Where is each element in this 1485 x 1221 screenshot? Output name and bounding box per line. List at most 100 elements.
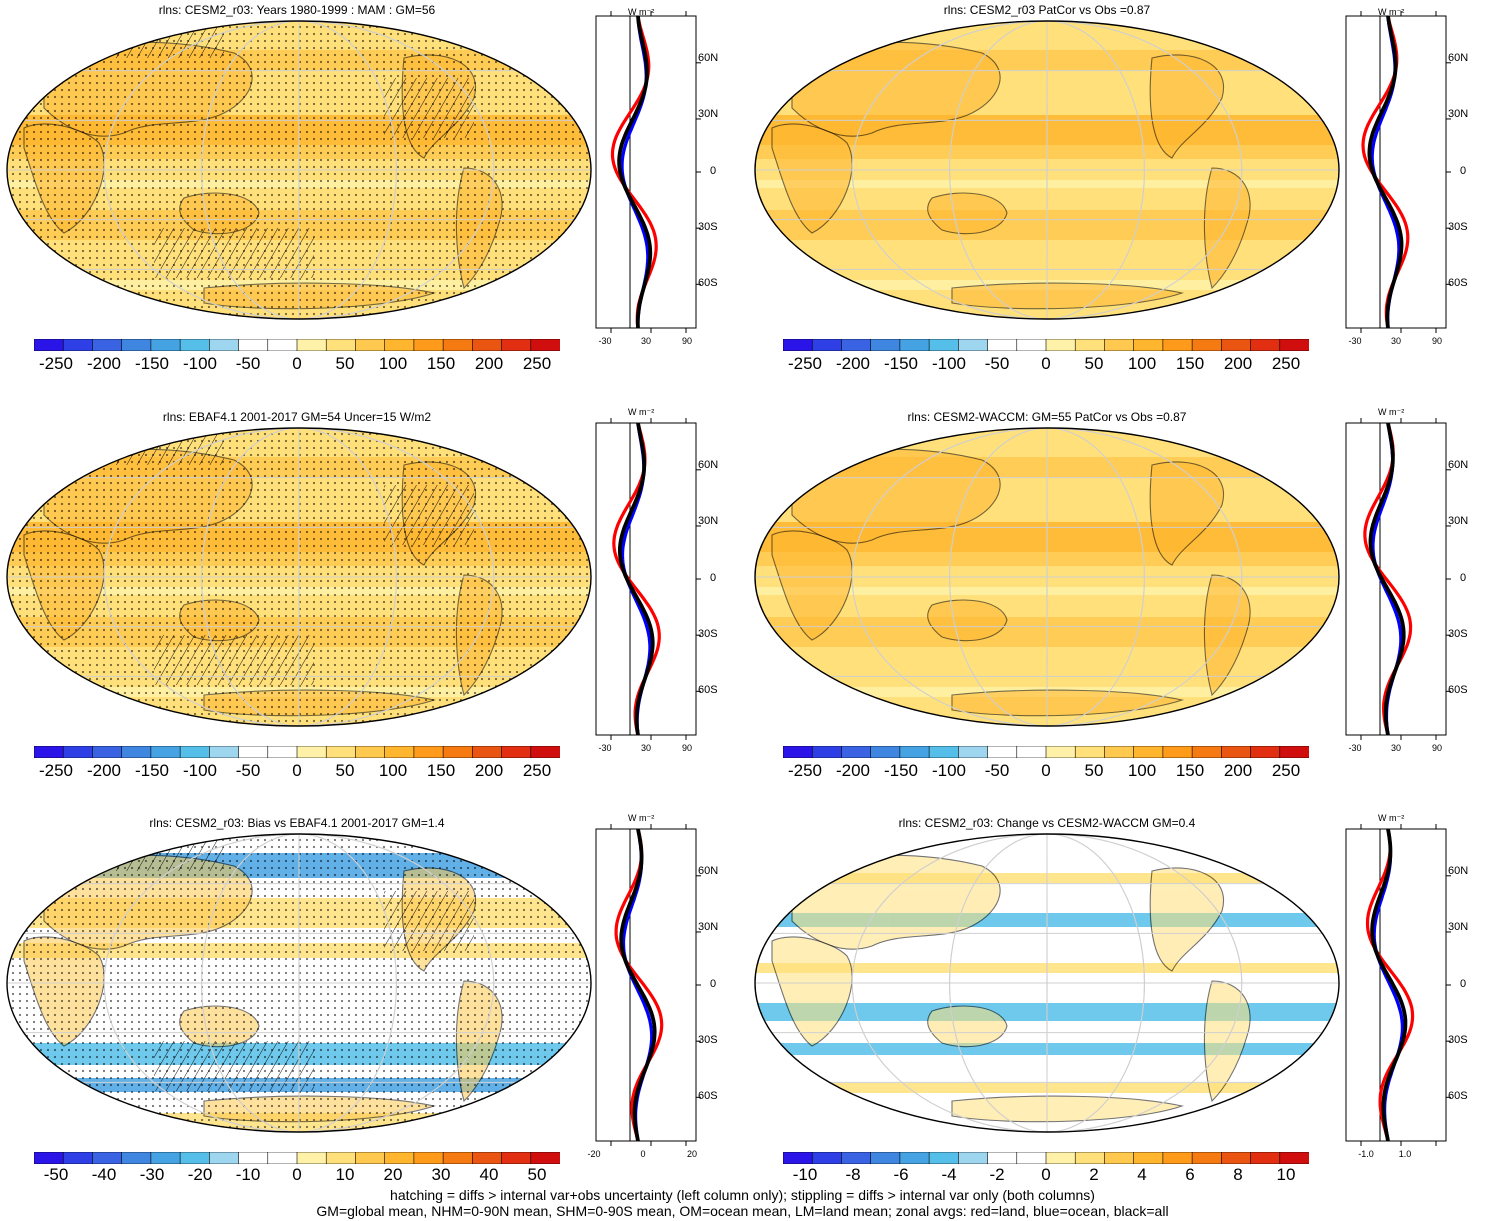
- colorbar-swatch: [530, 1152, 560, 1164]
- colorbar-swatch: [1133, 339, 1164, 351]
- hatching: [154, 635, 314, 685]
- lat-label: 60N: [1448, 52, 1469, 64]
- colorbar-swatch: [899, 1152, 930, 1164]
- colorbar-swatch: [34, 339, 65, 351]
- continent-outline: [1149, 867, 1225, 972]
- cbar-label: 30: [431, 1165, 451, 1184]
- cbar-label: 2: [1089, 1165, 1099, 1184]
- colorbar-swatch: [899, 339, 930, 351]
- xtick-label: 0: [640, 1149, 646, 1159]
- lat-label: 30N: [1448, 108, 1469, 120]
- cbar-label: 0: [292, 1165, 302, 1184]
- colorbar-swatch: [62, 339, 94, 351]
- colorbar-swatch: [1104, 1152, 1135, 1164]
- continent-outline: [1149, 461, 1225, 566]
- continent-outline: [927, 192, 1008, 235]
- cbar-label: 20: [383, 1165, 403, 1184]
- colorbar-swatch: [1250, 746, 1281, 758]
- hatching: [154, 228, 314, 278]
- colorbar-swatch: [783, 339, 814, 351]
- global-map: [754, 833, 1340, 1133]
- cbar-label: 50: [1084, 354, 1104, 373]
- cbar-label: 100: [1127, 761, 1157, 780]
- colorbar-swatch: [355, 746, 386, 758]
- zonal-mean-profile: [595, 824, 701, 1146]
- zonal-all-curve: [1368, 422, 1406, 736]
- cbar-label: -50: [235, 761, 261, 780]
- lat-label: 30S: [698, 628, 718, 640]
- cbar-label: -200: [86, 354, 122, 373]
- lat-label: 30N: [1448, 921, 1469, 933]
- colorbar-swatch: [62, 746, 94, 758]
- colorbar-swatch: [783, 1152, 814, 1164]
- cbar-label: -50: [984, 354, 1010, 373]
- cbar-label: 10: [335, 1165, 355, 1184]
- profile-frame: [1345, 828, 1447, 1142]
- lat-label: 60S: [1448, 1090, 1468, 1102]
- xtick-label: -30: [1348, 336, 1362, 346]
- profile-frame: [1345, 422, 1447, 736]
- colorbar-swatch: [442, 1152, 474, 1164]
- cbar-label: 0: [1041, 1165, 1051, 1184]
- cbar-label: -50: [235, 354, 261, 373]
- cbar-label: 100: [1127, 354, 1157, 373]
- colorbar-swatch: [355, 1152, 386, 1164]
- graticule-meridian: [949, 428, 1145, 726]
- profile-unit-label: W m⁻²: [628, 407, 655, 417]
- colorbar-swatch: [870, 1152, 901, 1164]
- colorbar-swatch: [238, 746, 269, 758]
- cbar-label: 0: [292, 761, 302, 780]
- cbar-label: -250: [787, 354, 823, 373]
- global-map: [754, 427, 1340, 727]
- panel-title: rlns: EBAF4.1 2001-2017 GM=54 Uncer=15 W…: [162, 410, 432, 424]
- colorbar-swatch: [1016, 746, 1047, 758]
- xtick-label: -20: [587, 1149, 601, 1159]
- cbar-label: 0: [1041, 354, 1051, 373]
- colorbar-swatch: [928, 1152, 960, 1164]
- graticule-meridian: [851, 834, 1243, 1132]
- colorbar-swatch: [296, 1152, 328, 1164]
- map-border: [754, 833, 1340, 1133]
- cbar-label: 100: [378, 354, 408, 373]
- panel-title: rlns: CESM2_r03 PatCor vs Obs =0.87: [943, 3, 1151, 17]
- panel-title: rlns: CESM2_r03: Bias vs EBAF4.1 2001-20…: [149, 816, 445, 830]
- continent-outline: [771, 936, 853, 1047]
- colorbar-swatch: [92, 746, 123, 758]
- zonal-mean-profile: [1345, 11, 1451, 333]
- graticule-meridian: [103, 428, 495, 726]
- zonal-all-curve: [617, 15, 653, 329]
- colorbar-swatch: [1279, 339, 1309, 351]
- colorbar-swatch: [1162, 1152, 1193, 1164]
- global-map: [6, 833, 592, 1133]
- hatching: [384, 78, 474, 138]
- cbar-label: 6: [1185, 1165, 1195, 1184]
- colorbar-swatch: [325, 339, 357, 351]
- colorbar-labels: -250 -200 -150 -100 -50 0 50 100 150 200…: [783, 354, 1309, 376]
- zonal-land-curve: [1365, 828, 1415, 1142]
- xtick-label: 90: [681, 743, 693, 753]
- colorbar-swatch: [472, 1152, 503, 1164]
- cbar-label: -150: [134, 761, 170, 780]
- colorbar-swatch: [472, 746, 503, 758]
- zonal-land-curve: [1361, 15, 1410, 329]
- colorbar-swatch: [1221, 339, 1252, 351]
- colorbar-swatch: [958, 1152, 989, 1164]
- cbar-label: -100: [182, 761, 218, 780]
- zonal-all-curve: [619, 828, 657, 1142]
- xtick-label: 90: [1431, 743, 1443, 753]
- panel-title: rlns: CESM2_r03: Years 1980-1999 : MAM :…: [158, 3, 436, 17]
- colorbar-swatch: [179, 1152, 211, 1164]
- profile-unit-label: W m⁻²: [628, 7, 655, 17]
- colorbar-swatch: [1279, 746, 1309, 758]
- cbar-label: 50: [527, 1165, 547, 1184]
- colorbar-swatch: [811, 1152, 843, 1164]
- colorbar-swatch: [987, 339, 1018, 351]
- colorbar-swatch: [1074, 1152, 1106, 1164]
- continent-outline: [771, 123, 853, 234]
- cbar-label: 250: [1271, 354, 1301, 373]
- cbar-label: -30: [139, 1165, 165, 1184]
- cbar-label: -50: [984, 761, 1010, 780]
- graticule-meridian: [851, 428, 1243, 726]
- colorbar-swatch: [958, 746, 989, 758]
- colorbar: [783, 339, 1309, 351]
